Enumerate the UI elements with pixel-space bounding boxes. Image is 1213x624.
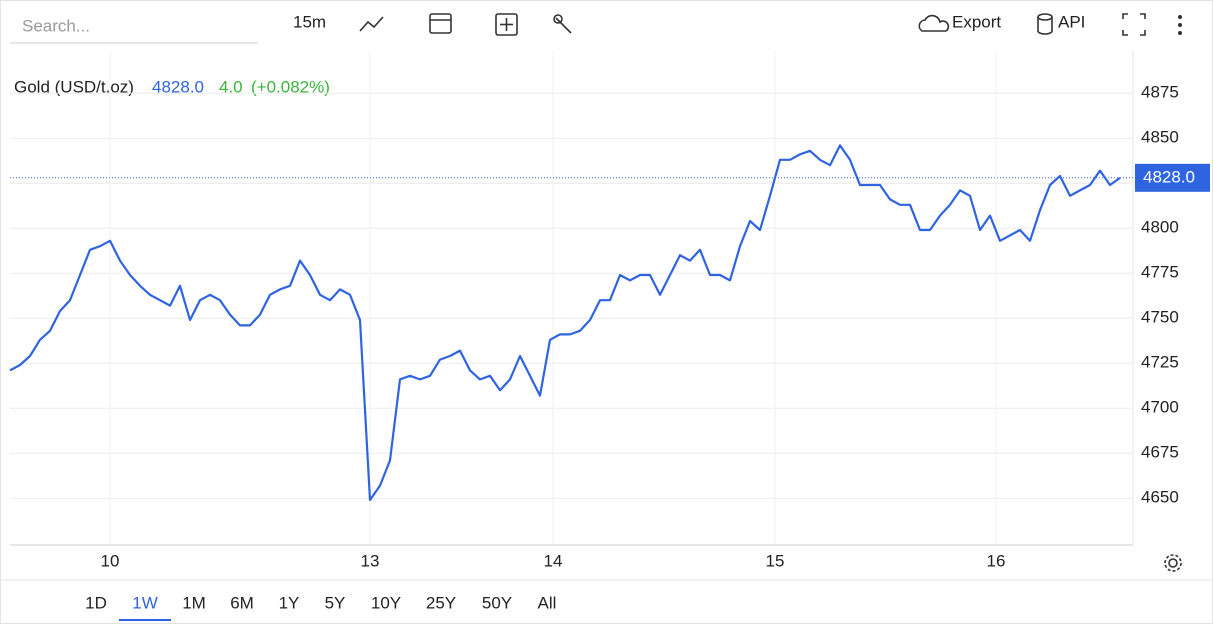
- y-tick-label: 4775: [1141, 263, 1179, 282]
- x-tick-label: 10: [101, 551, 120, 570]
- search-box[interactable]: Search...: [22, 16, 90, 35]
- y-tick-label: 4700: [1141, 398, 1179, 417]
- y-tick-label: 4800: [1141, 218, 1179, 237]
- x-tick-label: 14: [544, 551, 563, 570]
- settings-tool-icon[interactable]: [553, 14, 572, 34]
- range-button[interactable]: 1D: [85, 593, 107, 612]
- range-button[interactable]: 5Y: [325, 593, 346, 612]
- y-tick-label: 4725: [1141, 353, 1179, 372]
- legend-change-pct: (+0.082%): [251, 77, 330, 96]
- api-button[interactable]: API: [1058, 12, 1085, 31]
- y-tick-label: 4675: [1141, 443, 1179, 462]
- x-tick-label: 15: [766, 551, 785, 570]
- export-icon[interactable]: [918, 14, 950, 32]
- range-button[interactable]: 25Y: [426, 593, 456, 612]
- range-button[interactable]: 10Y: [371, 593, 401, 612]
- last-price-tag: [1135, 163, 1210, 192]
- x-tick-label: 13: [361, 551, 380, 570]
- calendar-icon[interactable]: [429, 13, 452, 34]
- api-icon[interactable]: [1037, 13, 1053, 35]
- legend-change: 4.0: [219, 77, 243, 96]
- indicator-icon[interactable]: [495, 13, 518, 36]
- range-button[interactable]: 1M: [182, 593, 206, 612]
- last-price-label: 4828.0: [1143, 167, 1195, 186]
- range-button[interactable]: 1W: [132, 593, 158, 612]
- more-icon[interactable]: [1178, 15, 1182, 35]
- fullscreen-icon[interactable]: [1122, 13, 1146, 36]
- price-line: [9, 144, 1121, 502]
- y-tick-label: 4875: [1141, 83, 1179, 102]
- chart-type-icon[interactable]: [359, 16, 384, 32]
- y-tick-label: 4750: [1141, 308, 1179, 327]
- y-tick-label: 4850: [1141, 128, 1179, 147]
- legend-name: Gold (USD/t.oz): [14, 77, 134, 96]
- interval-button[interactable]: 15m: [293, 12, 326, 31]
- range-button[interactable]: 50Y: [482, 593, 512, 612]
- x-tick-label: 16: [987, 551, 1006, 570]
- range-button[interactable]: 1Y: [279, 593, 300, 612]
- range-button[interactable]: 6M: [230, 593, 254, 612]
- y-tick-label: 4650: [1141, 488, 1179, 507]
- legend-price: 4828.0: [152, 77, 204, 96]
- range-button[interactable]: All: [538, 593, 557, 612]
- gear-icon[interactable]: [1164, 554, 1182, 572]
- export-button[interactable]: Export: [952, 12, 1001, 31]
